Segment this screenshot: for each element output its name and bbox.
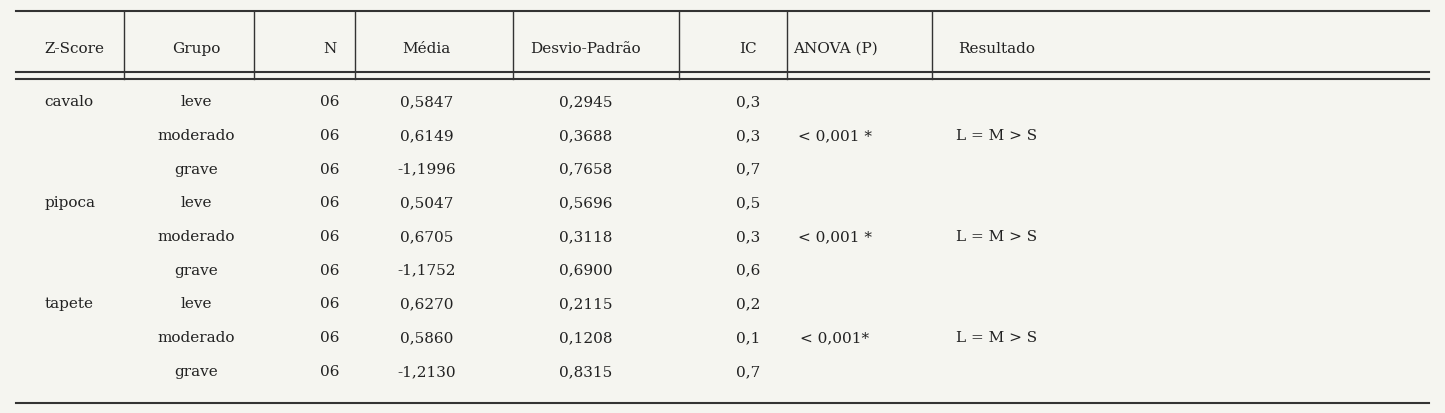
Text: 0,6: 0,6 bbox=[737, 263, 760, 277]
Text: 0,2115: 0,2115 bbox=[559, 297, 613, 311]
Text: 0,5696: 0,5696 bbox=[559, 196, 613, 210]
Text: 0,6705: 0,6705 bbox=[400, 230, 454, 243]
Text: 0,7: 0,7 bbox=[737, 364, 760, 378]
Text: IC: IC bbox=[740, 42, 757, 55]
Text: 0,1208: 0,1208 bbox=[559, 330, 613, 344]
Text: grave: grave bbox=[175, 364, 218, 378]
Text: 06: 06 bbox=[321, 128, 340, 142]
Text: leve: leve bbox=[181, 95, 212, 109]
Text: -1,2130: -1,2130 bbox=[397, 364, 457, 378]
Text: -1,1752: -1,1752 bbox=[397, 263, 457, 277]
Text: 0,5847: 0,5847 bbox=[400, 95, 454, 109]
Text: -1,1996: -1,1996 bbox=[397, 162, 457, 176]
Text: leve: leve bbox=[181, 196, 212, 210]
Text: 06: 06 bbox=[321, 230, 340, 243]
Text: L = M > S: L = M > S bbox=[957, 230, 1038, 243]
Text: 0,5047: 0,5047 bbox=[400, 196, 454, 210]
Text: grave: grave bbox=[175, 162, 218, 176]
Text: L = M > S: L = M > S bbox=[957, 128, 1038, 142]
Text: cavalo: cavalo bbox=[45, 95, 94, 109]
Text: 06: 06 bbox=[321, 263, 340, 277]
Text: Média: Média bbox=[403, 42, 451, 55]
Text: < 0,001 *: < 0,001 * bbox=[798, 128, 871, 142]
Text: 0,3688: 0,3688 bbox=[559, 128, 613, 142]
Text: 0,3: 0,3 bbox=[737, 128, 760, 142]
Text: grave: grave bbox=[175, 263, 218, 277]
Text: 06: 06 bbox=[321, 162, 340, 176]
Text: 0,2: 0,2 bbox=[737, 297, 760, 311]
Text: 0,2945: 0,2945 bbox=[559, 95, 613, 109]
Text: 0,3: 0,3 bbox=[737, 230, 760, 243]
Text: 06: 06 bbox=[321, 196, 340, 210]
Text: 0,6270: 0,6270 bbox=[400, 297, 454, 311]
Text: 0,6149: 0,6149 bbox=[400, 128, 454, 142]
Text: Desvio-Padrão: Desvio-Padrão bbox=[530, 42, 640, 55]
Text: 06: 06 bbox=[321, 95, 340, 109]
Text: tapete: tapete bbox=[45, 297, 94, 311]
Text: Z-Score: Z-Score bbox=[45, 42, 104, 55]
Text: 0,1: 0,1 bbox=[737, 330, 760, 344]
Text: N: N bbox=[324, 42, 337, 55]
Text: L = M > S: L = M > S bbox=[957, 330, 1038, 344]
Text: 0,5: 0,5 bbox=[737, 196, 760, 210]
Text: 06: 06 bbox=[321, 330, 340, 344]
Text: 0,5860: 0,5860 bbox=[400, 330, 454, 344]
Text: Grupo: Grupo bbox=[172, 42, 220, 55]
Text: moderado: moderado bbox=[158, 230, 236, 243]
Text: ANOVA (P): ANOVA (P) bbox=[793, 42, 877, 55]
Text: leve: leve bbox=[181, 297, 212, 311]
Text: 0,3118: 0,3118 bbox=[559, 230, 613, 243]
Text: 0,8315: 0,8315 bbox=[559, 364, 613, 378]
Text: < 0,001 *: < 0,001 * bbox=[798, 230, 871, 243]
Text: 0,6900: 0,6900 bbox=[559, 263, 613, 277]
Text: 0,7: 0,7 bbox=[737, 162, 760, 176]
Text: 06: 06 bbox=[321, 297, 340, 311]
Text: moderado: moderado bbox=[158, 330, 236, 344]
Text: pipoca: pipoca bbox=[45, 196, 95, 210]
Text: moderado: moderado bbox=[158, 128, 236, 142]
Text: 06: 06 bbox=[321, 364, 340, 378]
Text: Resultado: Resultado bbox=[958, 42, 1035, 55]
Text: 0,7658: 0,7658 bbox=[559, 162, 613, 176]
Text: < 0,001*: < 0,001* bbox=[801, 330, 870, 344]
Text: 0,3: 0,3 bbox=[737, 95, 760, 109]
